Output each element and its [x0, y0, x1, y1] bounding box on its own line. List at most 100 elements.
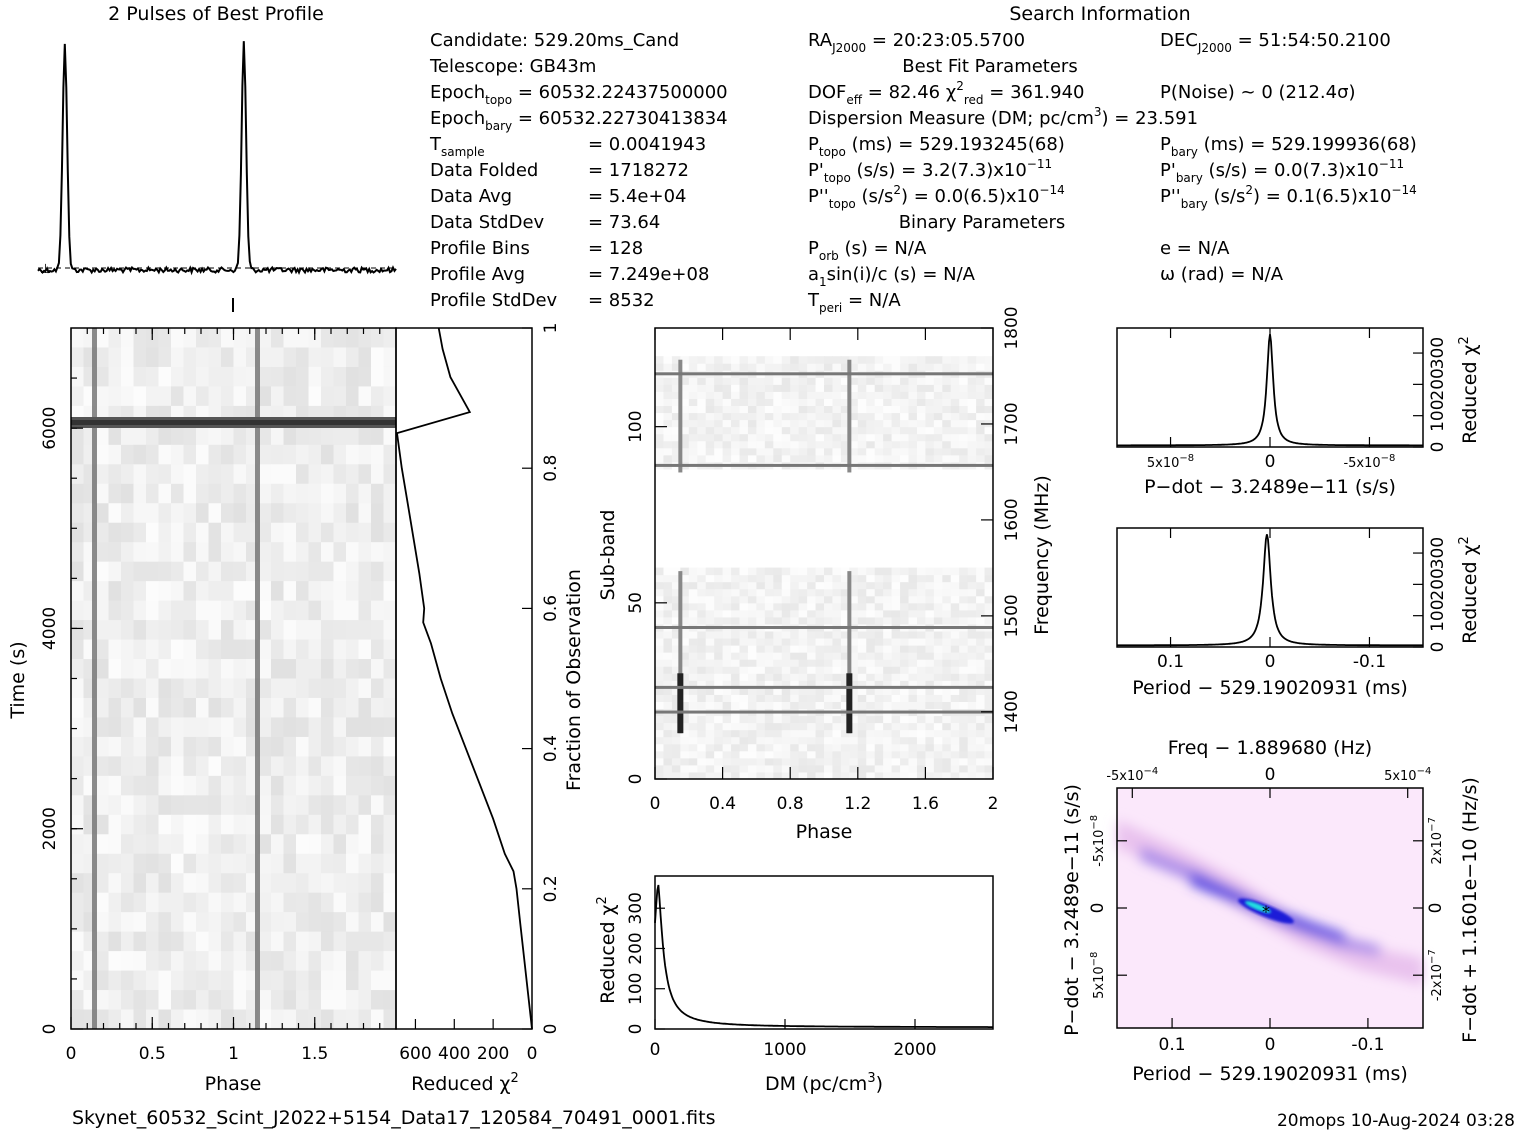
info-asini: a1sin(i)/c (s) = N/A: [808, 264, 976, 289]
period-ylabel: Reduced χ2: [1457, 536, 1481, 644]
time-phase-noise: [71, 328, 397, 1030]
subband-pulse-bright: [846, 673, 853, 734]
best-fit-marker: *: [1262, 902, 1270, 921]
subband-y-tick: 100: [626, 410, 646, 442]
svg-text:= 8532: = 8532: [588, 290, 655, 311]
p-pdot-x-tick: 0.1: [1159, 1035, 1186, 1055]
time-phase-x-tick: 1.5: [301, 1044, 328, 1064]
p-pdot-x2-tick: 0: [1265, 765, 1276, 785]
time-phase-y-tick: 0: [40, 1024, 60, 1035]
binary-title: Binary Parameters: [899, 212, 1066, 233]
period-y-tick: 100: [1428, 599, 1448, 631]
p-pdot-y-tick: 0: [1088, 903, 1108, 914]
pdot-ylabel: Reduced χ2: [1457, 336, 1481, 444]
period-x-tick: 0: [1265, 652, 1276, 672]
chi2-fraction-trace: [396, 327, 533, 1030]
subband-x-tick: 0.4: [709, 794, 736, 814]
subband-noise: [655, 356, 994, 780]
subband-y2label: Frequency (MHz): [1031, 475, 1053, 635]
pdot-y-tick: 0: [1428, 442, 1448, 453]
dm-x-tick: 0: [650, 1040, 661, 1060]
info-pnoise: P(Noise) ~ 0 (212.4σ): [1160, 82, 1356, 103]
pdot-x-tick: -5x10−8: [1343, 453, 1395, 471]
dm-y-tick: 0: [626, 1024, 646, 1035]
chi2-fraction-x-tick: 200: [477, 1044, 509, 1064]
p-pdot-y2-tick: -2x10−7: [1427, 949, 1445, 1001]
p-pdot-y2-tick: 2x10−7: [1427, 817, 1445, 864]
pdot-x-tick: 5x10−8: [1147, 453, 1194, 471]
chi2-fraction-frame: [395, 327, 533, 1030]
subband-frame: [654, 327, 994, 780]
subband-xlabel: Phase: [796, 821, 853, 843]
info-ptopo: Ptopo (ms) = 529.193245(68): [808, 134, 1065, 159]
subband-bright-lines: [655, 372, 993, 714]
time-phase-x-tick: 0: [66, 1044, 77, 1064]
p-pdot-x-tick: -0.1: [1351, 1035, 1384, 1055]
p-pdot-y-tick: -5x10−8: [1089, 815, 1107, 867]
subband-pulse: [847, 359, 852, 473]
svg-text:Profile Avg: Profile Avg: [430, 264, 525, 285]
chi2-fraction-x-tick: 0: [527, 1044, 538, 1064]
info-pdtopo: P'topo (s/s) = 3.2(7.3)x10−11: [808, 157, 1052, 185]
dm-y-tick: 200: [626, 932, 646, 964]
footer-stamp: 20mops 10-Aug-2024 03:28: [1277, 1111, 1515, 1131]
info-right: DECJ2000 = 51:54:50.2100 P(Noise) ~ 0 (2…: [1160, 30, 1417, 285]
subband-ylabel: Sub-band: [597, 510, 619, 601]
chi2-fraction-y-tick: 0.8: [541, 455, 561, 482]
subband-y-tick: 50: [626, 592, 646, 614]
time-phase-pulse-2: [255, 328, 260, 1029]
period-xlabel: Period − 529.19020931 (ms): [1132, 677, 1408, 699]
info-porb: Porb (s) = N/A: [808, 238, 927, 263]
svg-text:Data Folded: Data Folded: [430, 160, 538, 181]
subband-x-tick: 0.8: [777, 794, 804, 814]
time-phase-pulse-1: [92, 328, 97, 1029]
info-ecc: e = N/A: [1160, 238, 1230, 259]
chi2-fraction-y-tick: 0.6: [541, 595, 561, 622]
period-y-tick: 200: [1428, 568, 1448, 600]
info-ra: RAJ2000 = 20:23:05.5700: [808, 30, 1025, 55]
svg-text:Data Avg: Data Avg: [430, 186, 512, 207]
info-tsample: Tsample: [429, 134, 485, 159]
dm-frame: [654, 875, 994, 1030]
svg-text:= 7.249e+08: = 7.249e+08: [588, 264, 709, 285]
time-phase-y-tick: 4000: [40, 607, 60, 650]
p-pdot-ylabel: P−dot − 3.2489e−11 (s/s): [1061, 784, 1083, 1036]
info-pdbary: P'bary (s/s) = 0.0(7.3)x10−11: [1160, 157, 1404, 185]
pdot-y-tick: 100: [1428, 399, 1448, 431]
time-phase-ylabel: Time (s): [7, 641, 29, 719]
subband-y2-tick: 1500: [1002, 594, 1022, 637]
subband-y-tick: 0: [626, 774, 646, 785]
dm-plot: 0 1000 2000 0 100 200 300 DM (pc/cm3) Reduced …: [595, 875, 994, 1095]
subband-x-tick: 0: [650, 794, 661, 814]
pdot-x-tick: 0: [1265, 452, 1276, 472]
dm-y-tick: 300: [626, 892, 646, 924]
time-phase-plot: 0 0.5 1 1.5 0 2000 4000 6000 Phase Time (s): [7, 327, 397, 1095]
chi2-fraction-plot: 600 400 200 00 0.2 0.4 0.6 0.8 1 Reduced χ2 Frac…: [395, 323, 585, 1095]
svg-text:= 1718272: = 1718272: [588, 160, 689, 181]
search-info-title: Search Information: [1009, 3, 1190, 25]
p-pdot-x-tick: 0: [1265, 1035, 1276, 1055]
subband-y2-tick: 1800: [1002, 306, 1022, 349]
pdot-frame: [1116, 327, 1424, 448]
chi2-fraction-y-tick: 0.4: [541, 735, 561, 762]
svg-text:= 0.0041943: = 0.0041943: [588, 134, 706, 155]
info-candidate: Candidate: 529.20ms_Cand: [430, 30, 679, 51]
subband-line: [655, 685, 993, 689]
period-trace: [1117, 534, 1423, 647]
info-epoch-bary: Epochbary = 60532.22730413834: [430, 108, 728, 133]
footer-filename: Skynet_60532_Scint_J2022+5154_Data17_120…: [72, 1107, 716, 1129]
info-pddbary: P''bary (s/s2) = 0.1(6.5)x10−14: [1160, 183, 1417, 211]
subband-line: [655, 625, 993, 629]
info-tperi: Tperi = N/A: [807, 290, 901, 315]
profile-title: 2 Pulses of Best Profile: [108, 3, 324, 25]
subband-y2-tick: 1700: [1002, 402, 1022, 445]
svg-text:Profile StdDev: Profile StdDev: [430, 290, 558, 311]
chi2-fraction-y-tick: 0: [541, 1024, 561, 1035]
svg-text:Data StdDev: Data StdDev: [430, 212, 545, 233]
profile-plot: ⊥: [37, 41, 397, 312]
period-y-tick: 300: [1428, 537, 1448, 569]
dm-y-tick: 100: [626, 973, 646, 1005]
subband-pulse: [847, 571, 852, 734]
info-mid: RAJ2000 = 20:23:05.5700 Best Fit Paramet…: [807, 30, 1198, 315]
chi2-fraction-y-tick: 1: [541, 323, 561, 334]
